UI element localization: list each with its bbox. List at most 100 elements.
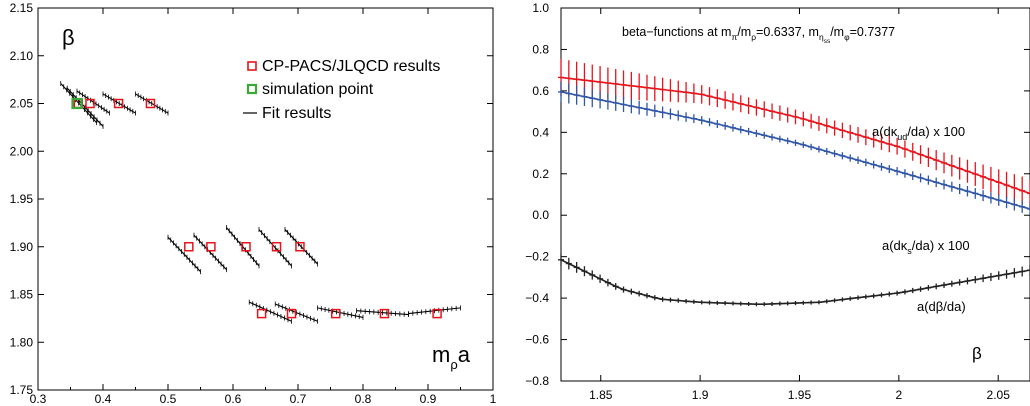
legend-cp-pacs-marker — [247, 61, 257, 71]
right-ytick-label: 1.0 — [532, 1, 549, 15]
title-sub-rho: ρ — [751, 32, 756, 42]
right-xlabel-beta: β — [972, 344, 982, 363]
right-ytick-label: −0.2 — [525, 250, 549, 264]
right-ytick-label: 0.0 — [532, 208, 549, 222]
cp-pacs-point — [241, 242, 251, 252]
fit-result-line — [284, 227, 318, 267]
left-xtick-label: 0.8 — [355, 392, 372, 406]
right-ytick-label: −0.8 — [525, 374, 549, 388]
label-kappa-s-main: a(dκ — [882, 238, 908, 253]
cp-pacs-point — [286, 308, 297, 319]
title-slash-m2: /m — [830, 25, 844, 39]
left-fit-lines — [60, 80, 461, 324]
right-ytick-label: 0.8 — [532, 42, 549, 56]
label-kappa-ud-main: a(dκ — [872, 124, 898, 139]
title-sub-pi: π — [731, 32, 737, 42]
series-kappa-s — [558, 81, 1030, 216]
fit-result-line — [135, 91, 169, 116]
label-kappa-ud: a(dκud/da) x 100 — [872, 124, 965, 142]
title-sub-ss: ss — [824, 38, 831, 45]
legend-simulation-marker — [246, 83, 258, 95]
legend-fit-label: Fit results — [262, 105, 331, 122]
left-ytick-label: 2.00 — [10, 144, 34, 158]
left-data-points — [71, 97, 442, 319]
right-series-group — [558, 58, 1030, 307]
right-xtick-label: 2.05 — [987, 388, 1011, 402]
left-xlabel-tail: a — [458, 342, 471, 367]
right-ytick-label: 0.4 — [532, 125, 549, 139]
legend-cp-pacs-label: CP-PACS/JLQCD results — [262, 58, 440, 75]
right-ytick-label: 0.2 — [532, 167, 549, 181]
label-kappa-s-tail: /da) x 100 — [912, 238, 970, 253]
cp-pacs-point — [432, 308, 442, 319]
right-y-axis: −0.8 −0.6 −0.4 −0.2 0.0 0.2 0.4 0.6 0.8 1.0 — [525, 1, 1030, 388]
label-kappa-s: a(dκs/da) x 100 — [882, 238, 970, 256]
fit-result-line — [66, 85, 104, 129]
left-xlabel-sub: ρ — [450, 357, 457, 372]
left-ytick-label: 1.95 — [10, 192, 34, 206]
right-ytick-label: −0.6 — [525, 333, 549, 347]
right-ytick-label: 0.6 — [532, 84, 549, 98]
cp-pacs-point — [379, 308, 390, 319]
right-xtick-label: 1.9 — [692, 388, 709, 402]
left-xlabel: mρa — [432, 342, 471, 372]
series-dbeta — [558, 253, 1030, 307]
left-xtick-label: 0.6 — [225, 392, 242, 406]
title-main: beta−functions at m — [622, 25, 731, 39]
left-ylabel-beta: β — [62, 25, 75, 50]
label-kappa-ud-tail: /da) x 100 — [907, 124, 965, 139]
right-chart-beta-functions: 1.85 1.9 1.95 2 2.05 −0.8 −0.6 −0.4 −0.2 0.0 0.2 0… — [525, 1, 1030, 402]
cp-pacs-point — [85, 98, 95, 109]
left-xtick-label: 0.4 — [95, 392, 112, 406]
label-dbeta: a(dβ/da) — [917, 299, 966, 314]
legend-simulation-label: simulation point — [262, 81, 374, 98]
label-kappa-s-sub: s — [907, 246, 912, 256]
cp-pacs-point — [113, 98, 124, 109]
right-xtick-label: 2 — [895, 388, 902, 402]
fit-result-line — [258, 227, 292, 269]
title-value2: =0.7377 — [850, 25, 896, 39]
left-ytick-label: 1.80 — [10, 335, 34, 349]
cp-pacs-point — [271, 242, 282, 252]
simulation-point — [71, 97, 83, 110]
left-chart-beta-vs-mrho-a: 0.3 0.4 0.5 0.6 0.7 0.8 0.9 1 1.751.801.851.901… — [10, 1, 497, 406]
left-x-axis: 0.3 0.4 0.5 0.6 0.7 0.8 0.9 1 — [30, 8, 497, 406]
title-value1: =0.6337, m — [756, 25, 819, 39]
left-ytick-label: 1.75 — [10, 383, 34, 397]
fit-result-line — [167, 234, 201, 275]
left-xtick-label: 1 — [490, 392, 497, 406]
left-ytick-label: 2.15 — [10, 1, 34, 15]
left-ytick-label: 2.10 — [10, 49, 34, 63]
left-ytick-label: 1.90 — [10, 240, 34, 254]
title-sub-eta: η — [819, 32, 824, 42]
cp-pacs-point — [145, 98, 156, 109]
left-ytick-label: 2.05 — [10, 97, 34, 111]
left-y-axis: 1.75 1.80 1.85 1.90 1.95 2.00 2.05 2.10 2.15 — [10, 1, 493, 397]
title-sub-phi: φ — [844, 32, 850, 42]
cp-pacs-point — [295, 242, 305, 252]
left-xtick-label: 0.9 — [420, 392, 437, 406]
fit-result-line — [408, 305, 461, 317]
cp-pacs-point — [184, 242, 194, 252]
fit-result-line — [356, 308, 409, 318]
right-plot-frame — [560, 7, 1030, 382]
cp-pacs-point — [256, 308, 267, 319]
fit-result-line — [193, 232, 227, 273]
right-xtick-label: 1.85 — [589, 388, 613, 402]
right-xtick-label: 1.95 — [788, 388, 812, 402]
left-xtick-label: 0.3 — [30, 392, 47, 406]
left-legend: CP-PACS/JLQCD results simulation point F… — [243, 58, 440, 122]
fit-result-line — [60, 80, 97, 126]
left-xlabel-m: m — [432, 342, 450, 367]
title-slash-m1: /m — [737, 25, 751, 39]
fit-result-line — [274, 301, 318, 324]
cp-pacs-point — [206, 242, 216, 252]
right-title: beta−functions at mπ/mρ=0.6337, mηss/mφ=… — [622, 25, 895, 45]
left-xtick-label: 0.5 — [160, 392, 177, 406]
label-kappa-ud-sub: ud — [897, 132, 907, 142]
fit-result-line — [248, 299, 292, 324]
right-x-axis: 1.85 1.9 1.95 2 2.05 — [589, 8, 1010, 402]
cp-pacs-point — [330, 308, 341, 319]
right-ytick-label: −0.4 — [525, 291, 549, 305]
left-xtick-label: 0.7 — [290, 392, 307, 406]
